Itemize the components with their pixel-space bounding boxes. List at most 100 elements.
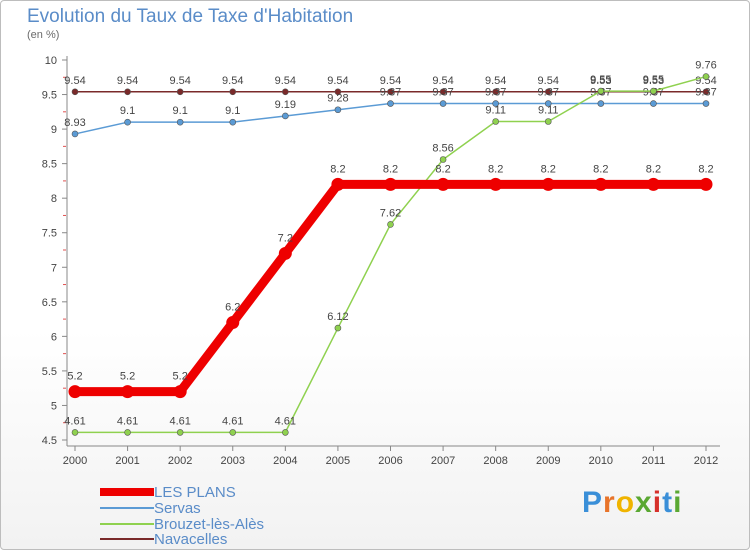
data-label-servas: 9.37: [538, 87, 559, 99]
data-point-brouzet-l-s-al-s: [702, 73, 710, 80]
legend-item-brouzet: Brouzet-lès-Alès: [100, 516, 264, 533]
x-tick-label: 2007: [431, 455, 455, 467]
data-label-les-plans: 8.2: [646, 163, 661, 175]
x-tick-label: 2005: [326, 455, 350, 467]
data-label-navacelles: 9.53: [643, 75, 664, 87]
data-label-brouzet-l-s-al-s: 9.55: [643, 74, 664, 86]
y-tick-label: 6.5: [42, 297, 57, 309]
data-label-navacelles: 9.54: [64, 75, 85, 87]
brand-letter: P: [582, 486, 604, 519]
data-point-les-plans: [226, 316, 240, 330]
data-point-servas: [71, 130, 79, 138]
data-point-navacelles: [492, 88, 499, 96]
x-tick-label: 2003: [221, 455, 245, 467]
data-point-servas: [702, 100, 710, 107]
y-tick-label: 10: [45, 55, 57, 67]
data-point-les-plans: [121, 385, 135, 399]
data-point-navacelles: [229, 88, 237, 96]
data-label-servas: 9.37: [380, 87, 401, 99]
data-point-navacelles: [702, 88, 710, 96]
data-point-servas: [439, 100, 447, 107]
data-label-les-plans: 8.2: [435, 163, 450, 175]
x-tick-label: 2008: [483, 455, 507, 467]
data-label-navacelles: 9.54: [222, 75, 243, 87]
data-point-navacelles: [544, 88, 552, 96]
y-tick-label: 7.5: [42, 228, 57, 240]
data-point-brouzet-l-s-al-s: [650, 87, 657, 95]
data-point-les-plans: [436, 177, 450, 191]
data-point-les-plans: [384, 177, 397, 191]
data-point-servas: [124, 118, 131, 126]
y-tick-label: 6: [51, 331, 57, 343]
data-label-servas: 9.28: [327, 93, 348, 105]
x-tick-label: 2004: [273, 455, 297, 467]
data-label-brouzet-l-s-al-s: 9.55: [590, 74, 611, 86]
data-point-les-plans: [699, 177, 713, 191]
data-point-les-plans: [173, 385, 187, 399]
unit-label: (en %): [27, 29, 60, 41]
legend-swatch-navacelles: [100, 538, 154, 540]
data-label-navacelles: 9.54: [485, 75, 506, 87]
data-point-les-plans: [489, 177, 503, 191]
y-tick-label: 9: [51, 124, 57, 136]
data-label-brouzet-l-s-al-s: 6.12: [327, 311, 348, 323]
brand-letter: t: [662, 486, 674, 519]
data-label-servas: 9.1: [120, 105, 135, 117]
data-label-les-plans: 8.2: [593, 163, 608, 175]
legend-item-navacelles: Navacelles: [100, 530, 228, 548]
brand-letter: o: [615, 486, 636, 519]
data-label-navacelles: 9.54: [275, 75, 296, 87]
data-point-servas: [544, 100, 552, 107]
data-point-navacelles: [176, 88, 184, 96]
data-label-navacelles: 9.54: [538, 75, 559, 87]
data-label-les-plans: 8.2: [330, 163, 345, 175]
data-label-brouzet-l-s-al-s: 9.11: [485, 104, 506, 116]
data-label-servas: 9.1: [225, 105, 240, 117]
x-tick-label: 2000: [63, 455, 87, 467]
series-line-brouzet-l-s-al-s: [75, 75, 707, 434]
data-point-les-plans: [646, 177, 660, 191]
data-label-brouzet-l-s-al-s: 4.61: [222, 415, 243, 427]
data-label-les-plans: 5.2: [173, 371, 188, 383]
brand-logo: Proxiti: [582, 486, 682, 520]
data-point-servas: [597, 100, 605, 107]
data-point-brouzet-l-s-al-s: [544, 118, 552, 125]
legend-swatch-brouzet: [100, 523, 154, 525]
y-tick-label: 8: [51, 193, 57, 205]
data-label-brouzet-l-s-al-s: 4.61: [275, 415, 296, 427]
data-point-servas: [229, 118, 237, 126]
data-point-navacelles: [334, 88, 342, 96]
legend-swatch-les-plans: [100, 488, 154, 496]
data-point-servas: [387, 100, 394, 107]
data-point-navacelles: [282, 88, 289, 96]
data-label-les-plans: 8.2: [541, 163, 556, 175]
legend-swatch-servas: [100, 507, 154, 509]
data-label-brouzet-l-s-al-s: 9.11: [538, 104, 559, 116]
x-tick-label: 2009: [536, 455, 560, 467]
data-label-servas: 9.1: [173, 105, 188, 117]
legend-item-les-plans: LES PLANS: [100, 484, 236, 501]
y-tick-label: 7: [51, 262, 57, 274]
chart-title: Evolution du Taux de Taxe d'Habitation: [27, 6, 354, 27]
data-label-les-plans: 5.2: [67, 371, 82, 383]
data-label-brouzet-l-s-al-s: 8.56: [432, 142, 453, 154]
data-label-les-plans: 8.2: [383, 163, 398, 175]
data-label-servas: 9.19: [275, 99, 296, 111]
data-point-les-plans: [331, 177, 345, 191]
data-label-les-plans: 8.2: [488, 163, 503, 175]
data-label-navacelles: 9.54: [432, 75, 453, 87]
data-label-brouzet-l-s-al-s: 7.62: [380, 207, 401, 219]
data-point-servas: [176, 118, 184, 126]
data-point-brouzet-l-s-al-s: [229, 429, 237, 436]
data-point-brouzet-l-s-al-s: [439, 156, 447, 163]
brand-letter: x: [635, 486, 653, 519]
data-point-brouzet-l-s-al-s: [492, 118, 499, 125]
data-label-servas: 8.93: [64, 117, 85, 129]
data-point-servas: [492, 100, 499, 107]
legend-item-servas: Servas: [100, 499, 201, 517]
data-point-les-plans: [541, 177, 555, 191]
legend-label-navacelles: Navacelles: [154, 530, 228, 548]
legend-label-servas: Servas: [154, 499, 201, 517]
data-point-brouzet-l-s-al-s: [124, 429, 131, 436]
